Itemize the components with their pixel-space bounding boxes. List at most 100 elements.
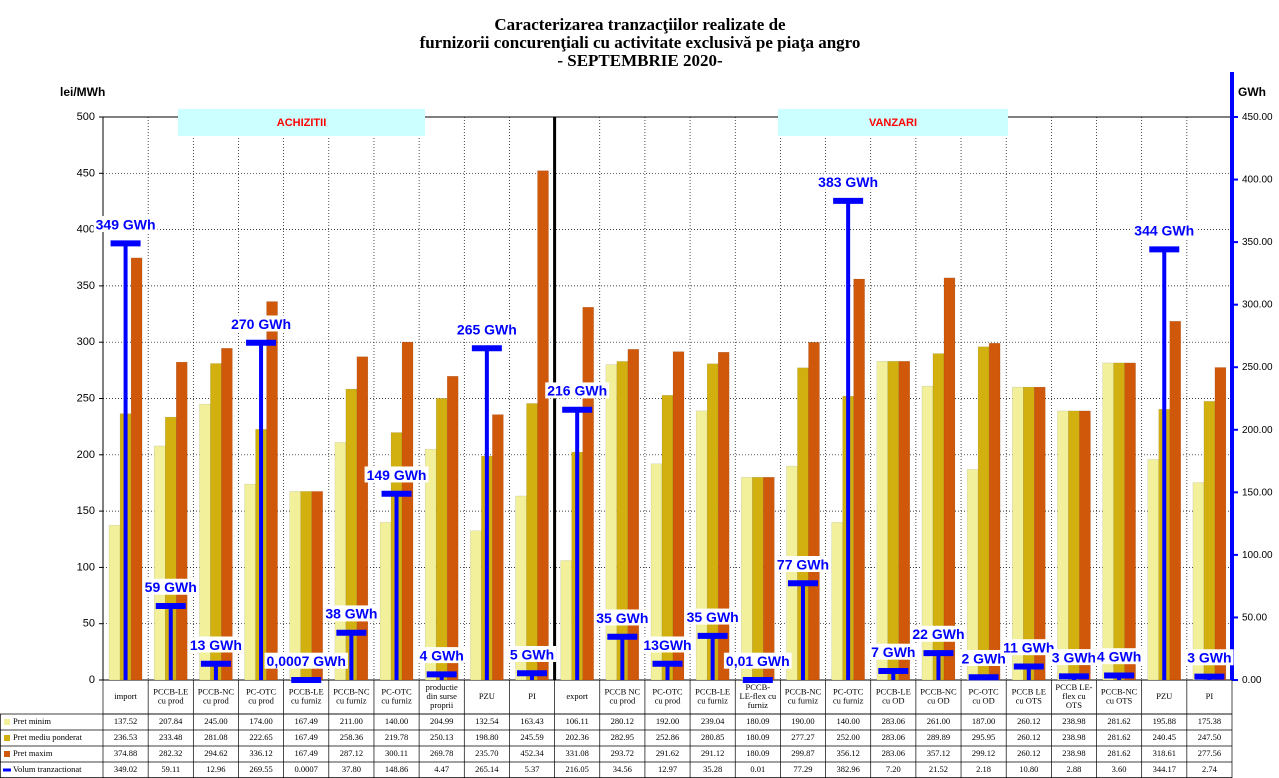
- bar: [210, 363, 222, 681]
- volume-label: 4 GWh: [1097, 648, 1141, 664]
- table-cell: 140.00: [385, 716, 408, 726]
- legend-swatch: [4, 751, 10, 757]
- x-tick-label: PCCB NC cu prod: [605, 686, 641, 705]
- table-cell: 2.74: [1202, 764, 1218, 774]
- table-cell: 10.80: [1019, 764, 1038, 774]
- table-cell: 204.99: [430, 716, 453, 726]
- table-cell: 2.88: [1067, 764, 1082, 774]
- table-cell: 283.06: [882, 732, 905, 742]
- table-cell: 258.36: [340, 732, 363, 742]
- bar: [1102, 362, 1114, 681]
- x-tick-label: PCCB-LE cu OD: [876, 686, 911, 705]
- volume-label: 7 GWh: [871, 644, 915, 660]
- x-tick-label: PCCB-NC cu furniz: [333, 686, 370, 705]
- table-cell: 202.36: [565, 732, 588, 742]
- legend-swatch: [4, 735, 10, 741]
- table-cell: 207.84: [159, 716, 183, 726]
- bar: [616, 361, 629, 681]
- bar: [1169, 320, 1182, 681]
- bar: [1147, 459, 1160, 681]
- bar: [379, 522, 392, 681]
- table-cell: 240.45: [1153, 732, 1176, 742]
- bar: [966, 469, 979, 681]
- bar: [526, 403, 538, 681]
- table-cell: 106.11: [566, 716, 589, 726]
- y2-tick-label: 350.00: [1242, 237, 1273, 248]
- table-cell: 5.37: [525, 764, 540, 774]
- volume-label: 5 GWh: [510, 646, 554, 662]
- table-cell: 356.12: [836, 748, 859, 758]
- y2-tick-label: 150.00: [1242, 487, 1273, 498]
- table-cell: 137.52: [114, 716, 137, 726]
- volume-label: 11 GWh: [1003, 639, 1054, 655]
- volume-label: 4 GWh: [420, 647, 464, 663]
- table-cell: 281.62: [1107, 748, 1130, 758]
- bar: [741, 476, 753, 681]
- y2-tick-label: 0.00: [1242, 675, 1262, 686]
- bar: [470, 530, 482, 681]
- volume-label-bg: [264, 652, 348, 669]
- table-cell: 250.13: [430, 732, 453, 742]
- table-cell: 245.59: [520, 732, 543, 742]
- table-cell: 187.00: [972, 716, 995, 726]
- x-tick-label: PC-OTC cu prod: [246, 686, 277, 705]
- bar: [943, 277, 956, 681]
- bar: [627, 349, 640, 681]
- table-cell: 0.01: [750, 764, 765, 774]
- y2-tick-label: 450.00: [1242, 112, 1273, 123]
- volume-label-bg: [869, 643, 918, 660]
- table-cell: 167.49: [295, 732, 318, 742]
- volume-label: 13GWh: [643, 636, 691, 652]
- bar: [435, 398, 448, 681]
- x-tick-label: export: [566, 691, 588, 701]
- table-cell: 198.80: [475, 732, 498, 742]
- volume-label-bg: [816, 173, 881, 190]
- table-cell: 282.32: [159, 748, 182, 758]
- bar: [537, 170, 549, 681]
- y2-axis-title: GWh: [1238, 85, 1266, 99]
- y-tick-label: 400: [77, 224, 95, 236]
- bar: [1012, 386, 1024, 681]
- table-cell: 12.97: [658, 764, 677, 774]
- table-cell: 300.11: [385, 748, 408, 758]
- bar: [695, 410, 708, 681]
- volume-label-bg: [959, 649, 1008, 666]
- volume-label-bg: [364, 466, 429, 483]
- table-cell: 318.61: [1153, 748, 1176, 758]
- table-cell: 180.09: [746, 716, 769, 726]
- volume-label-bg: [93, 216, 158, 233]
- y-tick-label: 250: [77, 392, 95, 404]
- table-cell: 269.78: [430, 748, 453, 758]
- table-cell: 233.48: [159, 732, 182, 742]
- table-cell: 77.29: [793, 764, 812, 774]
- y2-tick-label: 100.00: [1242, 550, 1273, 561]
- table-cell: 281.62: [1107, 716, 1130, 726]
- table-cell: 344.17: [1153, 764, 1176, 774]
- legend-swatch: [4, 719, 10, 725]
- y-tick-label: 50: [83, 618, 95, 630]
- y2-tick-label: 50.00: [1242, 612, 1267, 623]
- bar: [401, 341, 414, 681]
- table-cell: 291.62: [656, 748, 679, 758]
- x-tick-label: import: [114, 691, 137, 701]
- volume-label: 149 GWh: [367, 466, 427, 482]
- bar: [898, 361, 911, 681]
- bar: [1034, 386, 1046, 681]
- annotation: ACHIZITII: [277, 117, 327, 129]
- bar: [334, 442, 347, 681]
- bar: [492, 414, 504, 681]
- table-cell: 0.0007: [295, 764, 318, 774]
- table-cell: 239.04: [701, 716, 725, 726]
- volume-label: 270 GWh: [231, 315, 291, 331]
- x-tick-label: PCCB LE cu OTS: [1012, 686, 1046, 705]
- bar: [672, 351, 685, 681]
- volume-label: 3 GWh: [1052, 649, 1096, 665]
- x-tick-label: PC-OTC cu furniz: [381, 686, 412, 705]
- table-cell: 252.00: [836, 732, 859, 742]
- y2-tick-label: 400.00: [1242, 174, 1273, 185]
- table-cell: 238.98: [1062, 716, 1085, 726]
- legend-label: Pret minim: [13, 716, 51, 726]
- volume-label: 2 GWh: [961, 650, 1005, 666]
- bar: [1057, 410, 1069, 681]
- y-tick-label: 150: [77, 505, 95, 517]
